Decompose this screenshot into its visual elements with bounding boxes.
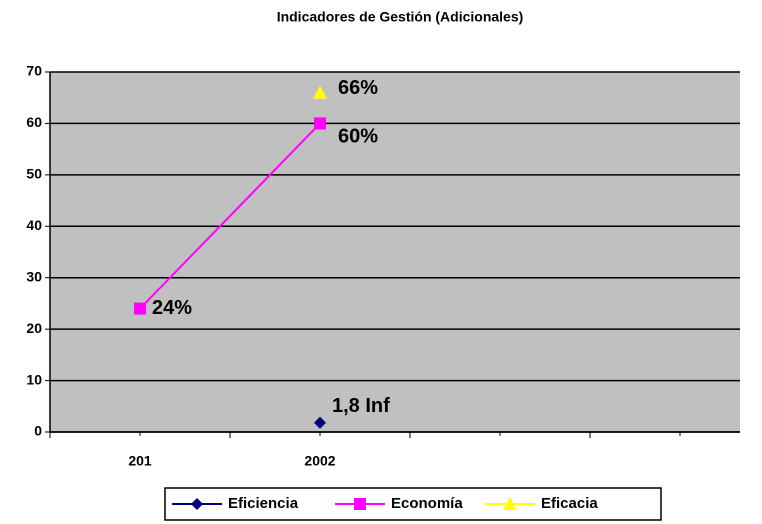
x-tick-label: 2002 — [304, 453, 335, 469]
data-label: 1,8 Inf — [332, 395, 390, 417]
marker — [354, 498, 366, 510]
chart-title: Indicadores de Gestión (Adicionales) — [277, 9, 524, 25]
plot-area — [50, 72, 740, 432]
marker — [314, 416, 326, 429]
legend-label: Economía — [391, 495, 463, 512]
y-tick-label: 10 — [26, 371, 42, 387]
legend-label: Eficiencia — [228, 495, 299, 512]
series-line — [139, 122, 321, 310]
data-label: 66% — [338, 77, 378, 99]
y-tick-label: 20 — [26, 320, 42, 336]
marker — [313, 85, 327, 99]
marker — [191, 498, 203, 510]
legend-box — [164, 487, 662, 521]
y-tick-label: 30 — [26, 268, 42, 284]
legend-label: Eficacia — [541, 495, 598, 512]
y-tick-label: 70 — [26, 63, 42, 79]
data-label: 60% — [338, 126, 378, 148]
marker — [503, 497, 517, 510]
y-tick-label: 40 — [26, 217, 42, 233]
x-tick-label: 201 — [128, 453, 152, 469]
y-tick-label: 0 — [34, 423, 42, 439]
y-tick-label: 50 — [26, 166, 42, 182]
data-label: 24% — [152, 297, 192, 319]
y-tick-label: 60 — [26, 114, 42, 130]
marker — [134, 302, 146, 315]
marker — [314, 117, 326, 130]
